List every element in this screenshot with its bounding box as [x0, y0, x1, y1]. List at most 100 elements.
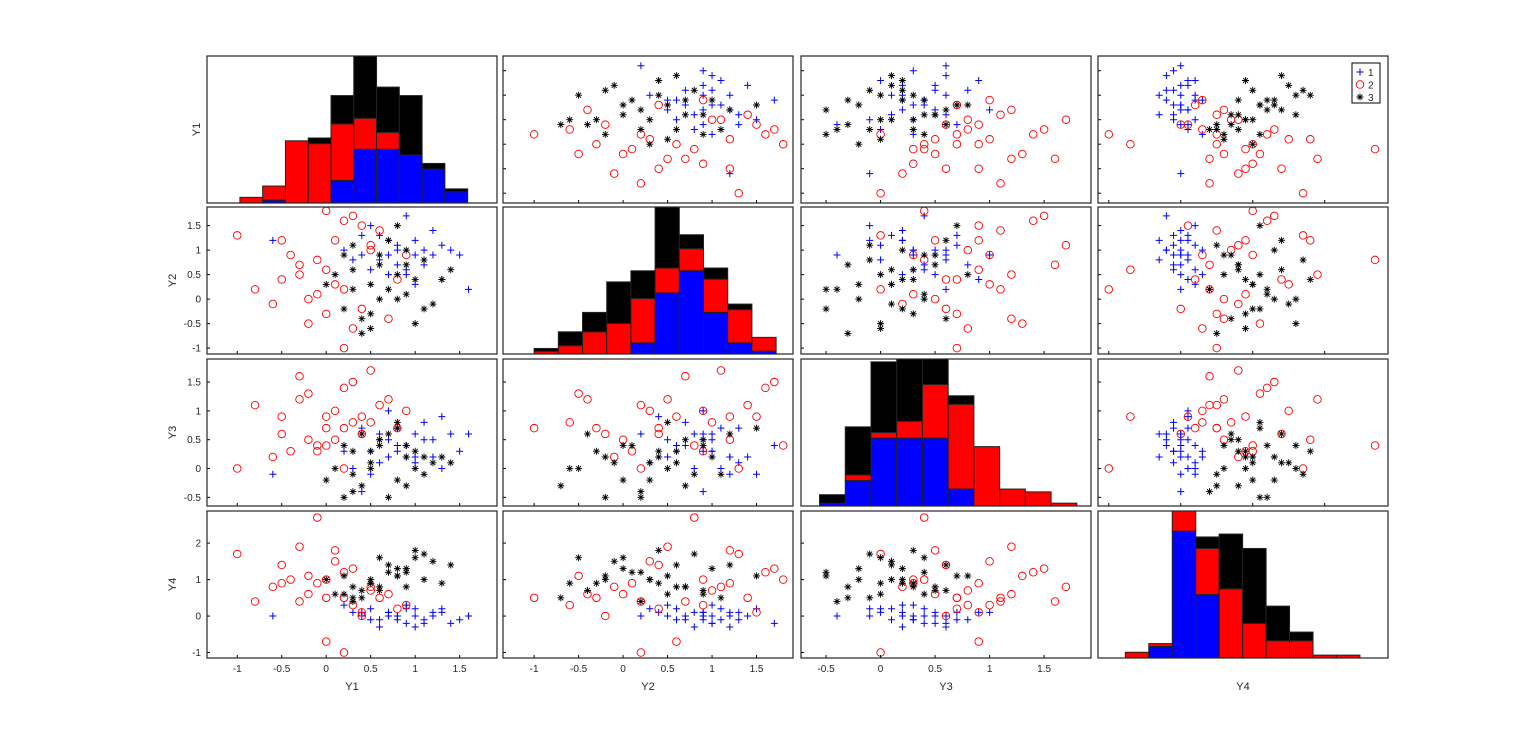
point-group-3 [898, 96, 906, 104]
point-group-3 [1270, 295, 1278, 303]
point-group-3 [592, 447, 600, 455]
point-group-2 [996, 226, 1005, 235]
point-group-1 [726, 470, 734, 478]
point-group-1 [1177, 251, 1185, 259]
point-group-3 [655, 91, 663, 99]
point-group-2 [761, 383, 770, 393]
point-group-1 [411, 623, 419, 631]
point-group-3 [920, 295, 928, 303]
point-group-3 [601, 130, 609, 138]
point-group-3 [690, 470, 698, 478]
point-group-3 [384, 561, 392, 569]
point-group-1 [384, 407, 392, 415]
hist-bar-group-2 [582, 331, 608, 355]
point-group-2 [876, 188, 885, 198]
point-group-3 [690, 550, 698, 558]
point-group-3 [1206, 285, 1214, 293]
point-group-3 [1227, 121, 1235, 129]
point-group-1 [1177, 101, 1185, 109]
point-group-3 [1278, 459, 1285, 467]
point-group-2 [636, 597, 646, 606]
legend-marker-circle-icon [1355, 80, 1365, 89]
point-group-3 [584, 121, 592, 129]
point-group-2 [707, 586, 717, 595]
point-group-1 [1198, 453, 1206, 461]
point-group-2 [384, 589, 393, 599]
x-tick-label: 1 [709, 664, 715, 675]
hist-bar-group-3 [870, 361, 898, 434]
point-group-2 [974, 608, 983, 617]
point-group-3 [1270, 96, 1278, 104]
point-group-3 [1220, 135, 1228, 143]
point-group-1 [898, 623, 906, 631]
point-group-1 [986, 251, 994, 259]
point-group-3 [1234, 482, 1242, 490]
x-axis-label-Y4: Y4 [1236, 681, 1249, 693]
point-group-3 [384, 236, 392, 244]
point-group-2 [583, 395, 592, 404]
point-group-1 [384, 271, 392, 279]
point-group-3 [855, 280, 863, 288]
point-group-3 [1227, 436, 1235, 444]
point-group-1 [920, 612, 928, 620]
panel-Y4-vs-Y2: -1 -0.5 0 0.5 1 1.5 [502, 510, 794, 675]
point-group-2 [1262, 383, 1272, 393]
point-group-1 [269, 236, 277, 244]
point-group-2 [963, 245, 973, 255]
point-group-3 [367, 310, 375, 318]
point-group-3 [557, 121, 565, 129]
point-group-2 [1234, 169, 1243, 178]
point-group-2 [963, 125, 973, 134]
point-group-3 [655, 546, 663, 554]
x-axis-label-Y1: Y1 [345, 681, 358, 693]
point-group-2 [963, 600, 973, 610]
point-group-3 [1270, 476, 1278, 484]
point-group-3 [610, 81, 618, 89]
point-group-1 [975, 77, 983, 84]
point-group-2 [1061, 582, 1071, 592]
point-group-3 [447, 459, 455, 467]
point-group-3 [322, 476, 330, 484]
point-group-1 [376, 623, 384, 631]
point-group-3 [1227, 111, 1235, 119]
hist-bar-group-2 [330, 123, 355, 181]
point-group-1 [393, 241, 401, 249]
x-tick-label: 0.5 [661, 664, 675, 675]
hist-bar-group-1 [398, 154, 423, 204]
point-group-3 [584, 430, 592, 438]
point-group-3 [931, 587, 939, 595]
point-group-2 [752, 120, 761, 129]
point-group-3 [367, 579, 375, 587]
point-group-2 [1205, 179, 1214, 188]
point-group-3 [1213, 329, 1221, 337]
legend: 1 23 [1351, 62, 1381, 104]
panel-frame [206, 206, 498, 355]
hist-bar-group-2 [1024, 491, 1052, 507]
point-group-2 [1007, 270, 1016, 279]
panel-Y2-vs-Y1: -1 -0.5 0 0.5 1 1.5 [184, 206, 498, 355]
point-group-3 [628, 568, 636, 576]
point-group-1 [420, 619, 428, 627]
hist-bar-group-3 [727, 303, 753, 311]
hist-bar-group-3 [1195, 536, 1220, 549]
point-group-1 [1177, 441, 1185, 449]
point-group-1 [770, 96, 778, 104]
hist-bar-group-3 [582, 311, 608, 333]
point-group-1 [833, 251, 841, 259]
point-group-3 [909, 266, 917, 274]
point-group-2 [930, 546, 940, 555]
point-group-3 [672, 72, 680, 80]
point-group-2 [375, 226, 384, 235]
point-group-1 [866, 222, 874, 230]
point-group-3 [855, 140, 863, 148]
point-group-3 [637, 488, 645, 496]
point-group-3 [942, 106, 950, 114]
panel-Y1-vs-Y1 [206, 55, 498, 204]
point-group-3 [1292, 465, 1300, 473]
point-group-2 [1212, 226, 1221, 235]
point-group-2 [592, 593, 601, 603]
point-group-1 [411, 430, 419, 438]
x-tick-label: 0 [620, 664, 626, 675]
hist-bar-group-1 [896, 437, 923, 507]
point-group-2 [909, 159, 918, 169]
